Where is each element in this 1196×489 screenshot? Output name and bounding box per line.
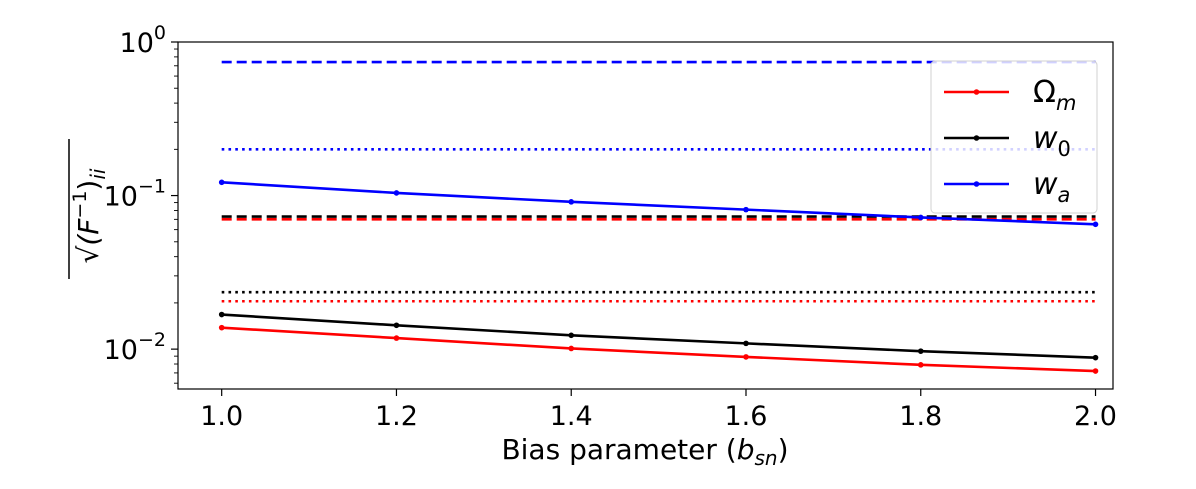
data-point: [218, 324, 225, 331]
data-point: [568, 345, 575, 352]
svg-text:√(F−1)ii: √(F−1)ii: [69, 168, 110, 263]
data-point: [218, 179, 225, 186]
data-point: [917, 214, 924, 221]
legend: Ωm w0 wa: [930, 60, 1098, 214]
legend-marker: [973, 89, 980, 95]
x-axis-ticks: 1.0 1.2 1.4 1.6 1.8 2.0: [200, 389, 1117, 432]
data-point: [1092, 368, 1099, 374]
y-tick-label: 10−2: [104, 329, 166, 366]
data-point: [393, 335, 400, 341]
legend-marker: [973, 181, 980, 187]
y-tick-label: 100: [120, 22, 166, 59]
legend-label: wa: [1033, 167, 1070, 207]
series-lines: [218, 179, 1099, 374]
data-point: [393, 322, 400, 329]
y-tick-label: 10−1: [104, 176, 166, 213]
legend-label: w0: [1033, 121, 1071, 161]
x-tick-label: 1.6: [725, 401, 768, 432]
x-axis-label: Bias parameter (bsn): [501, 433, 788, 470]
data-point: [218, 311, 225, 318]
data-point: [743, 354, 749, 360]
series-line: [221, 326, 1096, 373]
x-tick-label: 1.4: [550, 401, 593, 432]
plot-frame: [177, 41, 1114, 390]
x-tick-label: 1.8: [899, 401, 942, 432]
data-point: [1092, 354, 1099, 361]
y-axis-ticks: 100 10−1 10−2: [104, 22, 178, 384]
data-point: [743, 340, 749, 347]
series-line: [221, 181, 1096, 226]
legend-label: Ωm: [1033, 75, 1076, 115]
data-point: [568, 199, 575, 205]
reference-lines: [221, 60, 1096, 303]
data-point: [743, 206, 749, 213]
data-point: [917, 348, 924, 354]
data-point: [1092, 221, 1099, 228]
x-tick-label: 2.0: [1074, 401, 1117, 432]
x-tick-label: 1.2: [375, 401, 418, 432]
data-point: [568, 332, 575, 339]
data-point: [393, 190, 400, 196]
x-tick-label: 1.0: [200, 401, 243, 432]
series-line: [221, 313, 1096, 359]
data-point: [917, 362, 924, 368]
legend-marker: [973, 135, 980, 141]
legend-box: [930, 60, 1098, 214]
y-axis-label: √(F−1)ii: [68, 139, 110, 279]
